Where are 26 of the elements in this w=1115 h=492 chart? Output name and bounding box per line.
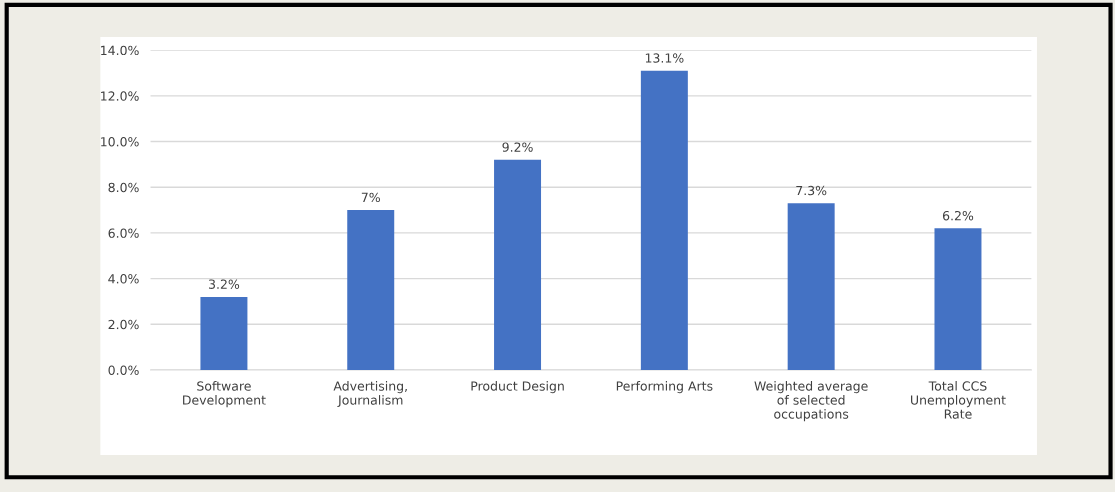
bar [347, 210, 395, 370]
data-label: 6.2% [942, 210, 974, 221]
bar [200, 296, 248, 370]
x-tick-label: Advertising, Journalism [333, 381, 407, 408]
y-tick-label: 6.0% [108, 228, 139, 238]
y-tick-label: 12.0% [101, 91, 139, 101]
data-label: 9.2% [502, 142, 533, 152]
y-tick-label: 2.0% [108, 319, 139, 330]
y-tick-label: 4.0% [108, 274, 139, 284]
y-tick-label: 14.0% [101, 45, 139, 56]
y-tick-label: 8.0% [108, 182, 139, 193]
y-tick-label: 10.0% [101, 137, 139, 147]
data-label: 7.3% [796, 185, 827, 196]
bar [787, 203, 835, 370]
x-tick-label: Performing Arts [616, 381, 713, 394]
data-label: 3.2% [209, 279, 240, 289]
y-tick-label: 0.0% [108, 365, 139, 375]
bar [934, 228, 982, 370]
bar [640, 70, 688, 370]
data-label: 7% [361, 192, 380, 203]
data-label: 13.1% [645, 53, 684, 63]
x-tick-label: Software Development [183, 381, 266, 408]
x-tick-label: Weighted average of selected occupations [754, 381, 868, 422]
x-tick-label: Product Design [471, 381, 564, 394]
bar [494, 159, 542, 370]
x-tick-label: Total CCS Unemployment Rate [911, 381, 1006, 419]
